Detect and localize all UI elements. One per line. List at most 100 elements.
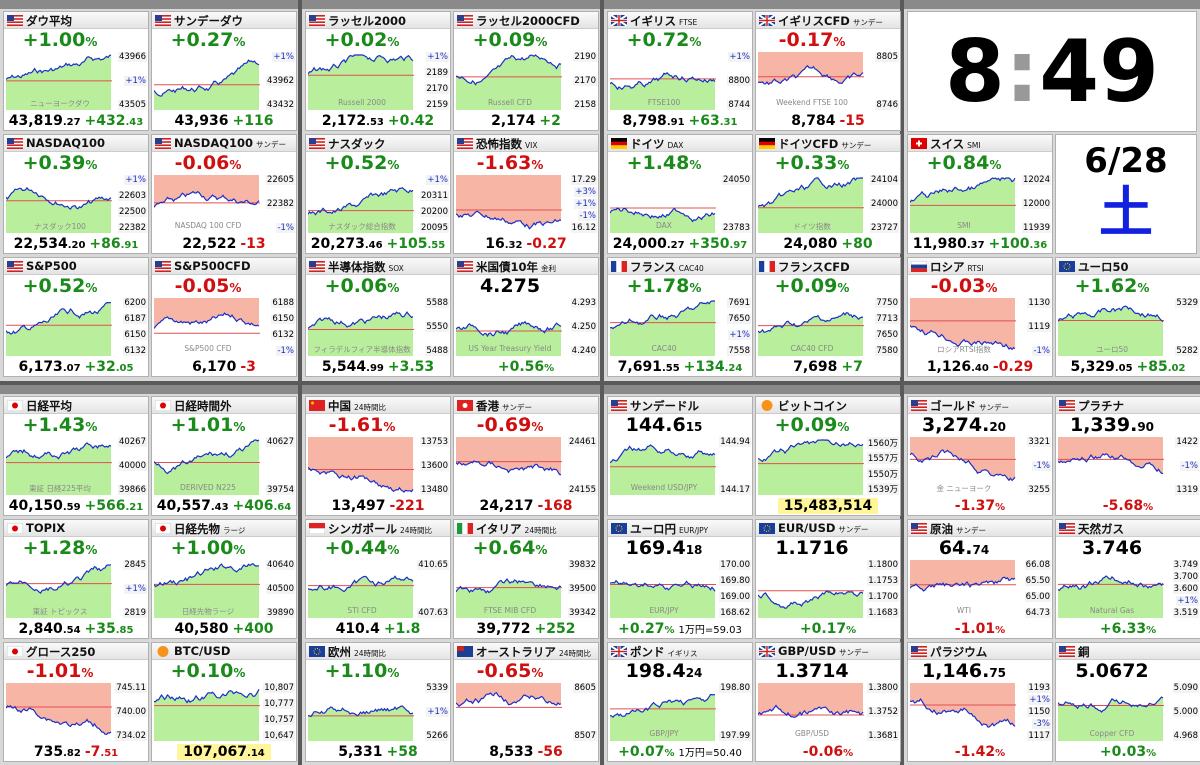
price: -1.37% [955,498,1005,514]
flag [911,646,927,657]
sparkline-line [456,54,562,86]
sparkline [154,563,260,618]
headline-small: % [535,35,548,49]
footer-value: 43,819.27 +432.43 [4,113,148,129]
change-main: -15 [839,113,865,129]
headline-main: 64. [938,537,973,559]
axis-label: 22382 [265,199,295,209]
flag [911,400,927,411]
change: +406.64 [233,498,292,514]
footer-value: 13,497 -221 [306,498,450,514]
headline-main: 198.4 [625,660,686,682]
axis-label: 10,807 [263,683,295,693]
sparkline-area [1058,697,1163,741]
market-tile: シンガポール 24時間比 STI CFD 410.65 407.63 +0.44% 410.… [305,519,451,639]
market-subtitle: 24時間比 [354,403,387,412]
axis-label: 3321 [1027,437,1051,447]
market-name: ドイツCFD サンデー [778,136,871,152]
headline-main: +0.84 [926,152,990,174]
change: +63.31 [689,113,738,129]
headline-small: % [85,281,98,295]
axis-label: 5339 [425,683,449,693]
market-subtitle: SOX [388,264,404,273]
flag [1059,646,1075,657]
price: 11,980.37 [913,236,985,252]
price-small: % [664,748,675,759]
name-text: ポンド [630,645,665,659]
axis-labels: 5.090 5.000 4.968 [1159,683,1199,741]
flag [7,523,23,534]
price-small: % [843,748,854,759]
footer-value: -5.68% [1056,498,1200,514]
headline: +0.09% [454,29,566,51]
chart-watermark: 東証 日経225平均 [29,484,91,493]
change-small: .55 [427,240,446,251]
axis-label: 10,757 [263,715,295,725]
market-tile: 恐怖指数 VIX 17.29 +3% +1% -1% 16.12 -1.63% 16.32 -0.… [453,134,599,254]
market-subtitle: サンデー [839,648,869,657]
change-main: -221 [389,498,425,514]
change-main: -56 [537,744,563,760]
chart-watermark: ナスダック総合指数 [328,222,396,231]
flag [457,646,473,657]
axis-label: 170.00 [719,560,751,570]
headline-small: % [837,158,850,172]
sparkline-line [308,311,414,329]
axis-label: 43966 [117,52,147,62]
headline-main: +1.62 [1074,275,1138,297]
sparkline [6,442,112,495]
price-small: % [995,502,1006,513]
price-main: 6,170 [192,359,237,375]
market-name: 半導体指数 SOX [328,259,404,275]
axis-label: 10,647 [263,731,295,741]
sparkline [758,683,864,718]
axis-label: 740.00 [115,707,147,717]
tile-header: GBP/USD サンデー [756,643,900,660]
axis-label: 6132 [123,346,147,356]
axis-label: 7750 [875,298,899,308]
tile-header: 日経時間外 [152,397,296,414]
axis-label: -3% [1032,719,1051,729]
name-text: ゴールド [930,399,976,413]
axis-label: 20200 [419,207,449,217]
price-small: % [995,625,1006,636]
sparkline-area [308,312,413,356]
change-small: .21 [125,502,144,513]
market-name: 銅 [1078,644,1090,660]
flag [7,15,23,26]
headline-main: +1.48 [626,152,690,174]
tile-header: 米国債10年 金利 [454,258,598,275]
headline-small: % [689,281,702,295]
sparkline-area [910,437,1015,481]
name-text: 日経時間外 [174,399,232,413]
sparkline [456,54,562,110]
market-tile: ゴールド サンデー金 ニューヨーク 3321 -1% 3255 3,274.20 -1.37… [907,396,1053,516]
axis-label: 144.17 [719,485,751,495]
sparkline [456,175,562,230]
market-subtitle: サンデー [502,403,532,412]
sparkline-area [758,590,863,618]
headline-small: % [387,281,400,295]
flag [611,400,627,411]
axis-label: +1% [272,52,295,62]
change: -15 [840,113,865,129]
flag [911,261,927,272]
axis-labels: 24050 23783 [711,175,751,233]
axis-label: 2190 [573,52,597,62]
headline-small: % [1137,281,1150,295]
headline-main: +0.02 [324,29,388,51]
change-small: .97 [729,240,748,251]
sparkline-line [758,704,864,718]
sparkline [154,298,260,334]
market-tile: ユーロ50 ユーロ50 5329 5282 +1.62% 5,329.05 +85.02 [1055,257,1200,377]
tile-header: 半導体指数 SOX [306,258,450,275]
market-subtitle: 24時間比 [400,526,433,535]
tile-header: ゴールド サンデー [908,397,1052,414]
market-name: フランスCFD [778,259,850,275]
axis-label: 1.3800 [867,683,899,693]
sparkline-line [456,210,562,230]
tile-header: スイス SMI [908,135,1052,152]
sparkline-line [456,578,562,594]
market-subtitle: サンデー [838,525,869,534]
sparkline-line [456,320,562,338]
